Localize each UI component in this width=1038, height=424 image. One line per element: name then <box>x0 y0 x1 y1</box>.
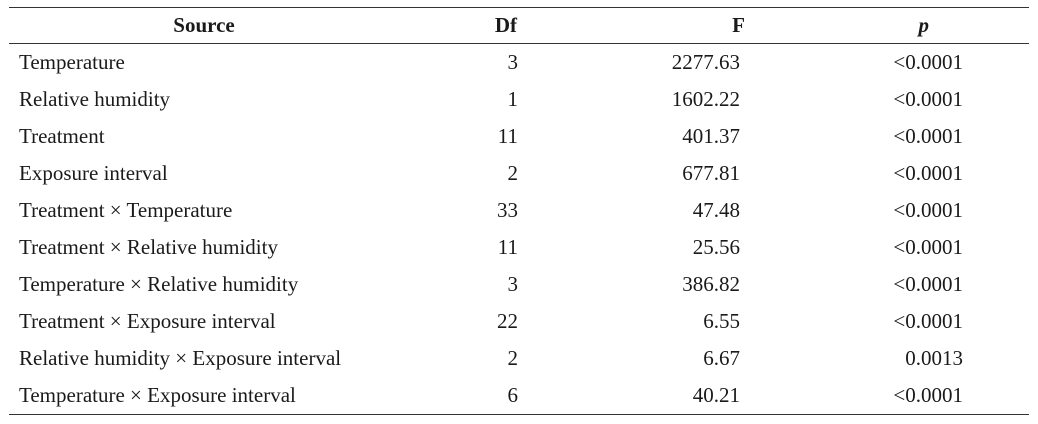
cell-df: 6 <box>507 383 519 407</box>
cell-df: 2 <box>507 161 519 185</box>
cell-source: Exposure interval <box>19 161 168 185</box>
cell-df: 11 <box>497 124 518 148</box>
table-row: Treatment × Exposure interval 22 6.55 <0.00… <box>9 303 1029 340</box>
cell-p: <0.0001 <box>893 198 963 222</box>
cell-df: 11 <box>497 235 518 259</box>
cell-f: 40.21 <box>692 383 740 407</box>
table-row: Treatment × Temperature 33 47.48 <0.0001 <box>9 192 1029 229</box>
cell-df: 3 <box>507 272 519 296</box>
table-row: Exposure interval 2 677.81 <0.0001 <box>9 155 1029 192</box>
cell-f: 25.56 <box>692 235 740 259</box>
cell-f: 6.67 <box>703 346 740 370</box>
table-row: Relative humidity 1 1602.22 <0.0001 <box>9 81 1029 118</box>
cell-source: Relative humidity <box>19 87 171 111</box>
column-header-p: p <box>918 13 930 37</box>
table-row: Temperature × Exposure interval 6 40.21 <0.… <box>9 377 1029 415</box>
table-row: Treatment × Relative humidity 11 25.56 <0.0… <box>9 229 1029 266</box>
table-row: Temperature × Relative humidity 3 386.82 <0… <box>9 266 1029 303</box>
column-header-f: F <box>732 13 745 37</box>
cell-f: 1602.22 <box>671 87 740 111</box>
cell-df: 3 <box>507 50 519 74</box>
cell-p: 0.0013 <box>905 346 963 370</box>
cell-f: 386.82 <box>682 272 740 296</box>
anova-table: Source Df F p Temperature 3 2277.63 <0.0001… <box>9 7 1029 415</box>
cell-source: Temperature <box>19 50 125 74</box>
cell-source: Relative humidity × Exposure interval <box>19 346 342 370</box>
cell-source: Treatment × Temperature <box>19 198 233 222</box>
cell-f: 47.48 <box>692 198 740 222</box>
cell-p: <0.0001 <box>893 124 963 148</box>
cell-f: 401.37 <box>682 124 740 148</box>
cell-df: 22 <box>497 309 518 333</box>
cell-p: <0.0001 <box>893 309 963 333</box>
cell-p: <0.0001 <box>893 161 963 185</box>
column-header-df: Df <box>494 13 517 37</box>
cell-p: <0.0001 <box>893 87 963 111</box>
table-header-row: Source Df F p <box>9 7 1029 44</box>
table-row: Temperature 3 2277.63 <0.0001 <box>9 44 1029 82</box>
cell-df: 33 <box>497 198 518 222</box>
cell-f: 6.55 <box>703 309 740 333</box>
cell-source: Treatment × Relative humidity <box>19 235 278 259</box>
cell-p: <0.0001 <box>893 272 963 296</box>
table-row: Treatment 11 401.37 <0.0001 <box>9 118 1029 155</box>
cell-source: Treatment <box>19 124 105 148</box>
table-row: Relative humidity × Exposure interval 2 6.… <box>9 340 1029 377</box>
cell-df: 2 <box>507 346 519 370</box>
cell-source: Temperature × Relative humidity <box>19 272 299 296</box>
cell-f: 2277.63 <box>671 50 740 74</box>
cell-f: 677.81 <box>682 161 740 185</box>
cell-source: Treatment × Exposure interval <box>19 309 276 333</box>
cell-source: Temperature × Exposure interval <box>19 383 296 407</box>
cell-df: 1 <box>507 87 519 111</box>
anova-table-container: Source Df F p Temperature 3 2277.63 <0.0001… <box>9 7 1029 415</box>
cell-p: <0.0001 <box>893 235 963 259</box>
table-body: Temperature 3 2277.63 <0.0001 Relative humid… <box>9 44 1029 415</box>
cell-p: <0.0001 <box>893 50 963 74</box>
cell-p: <0.0001 <box>893 383 963 407</box>
column-header-source: Source <box>173 13 235 37</box>
